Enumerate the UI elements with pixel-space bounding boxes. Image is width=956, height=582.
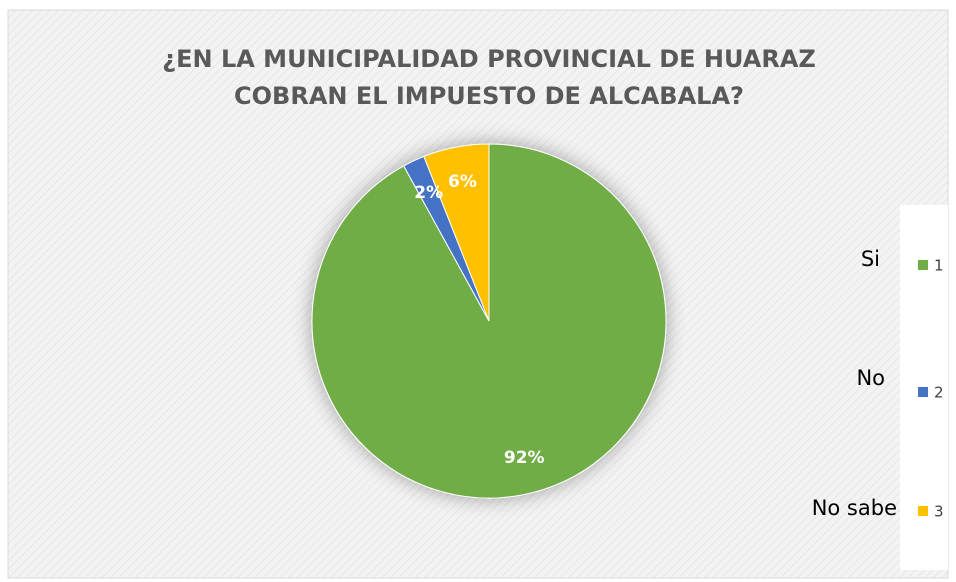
pie xyxy=(311,143,667,499)
annotation: Si xyxy=(861,247,880,271)
chart-title: ¿EN LA MUNICIPALIDAD PROVINCIAL DE HUARA… xyxy=(162,45,816,73)
legend-label: 2 xyxy=(934,384,944,402)
legend-swatch xyxy=(918,387,928,397)
annotation: No xyxy=(856,366,885,390)
pie-slice xyxy=(423,143,490,322)
annotation: No sabe xyxy=(812,496,897,520)
legend-swatch xyxy=(918,260,928,270)
legend-swatch xyxy=(918,506,928,516)
chart-title: COBRAN EL IMPUESTO DE ALCABALA? xyxy=(234,82,744,110)
legend-label: 1 xyxy=(934,257,944,275)
data-label: 92% xyxy=(504,448,545,468)
data-label: 2% xyxy=(414,183,443,203)
data-label: 6% xyxy=(448,172,477,192)
pie-slice xyxy=(311,143,667,499)
legend-label: 3 xyxy=(934,503,944,521)
